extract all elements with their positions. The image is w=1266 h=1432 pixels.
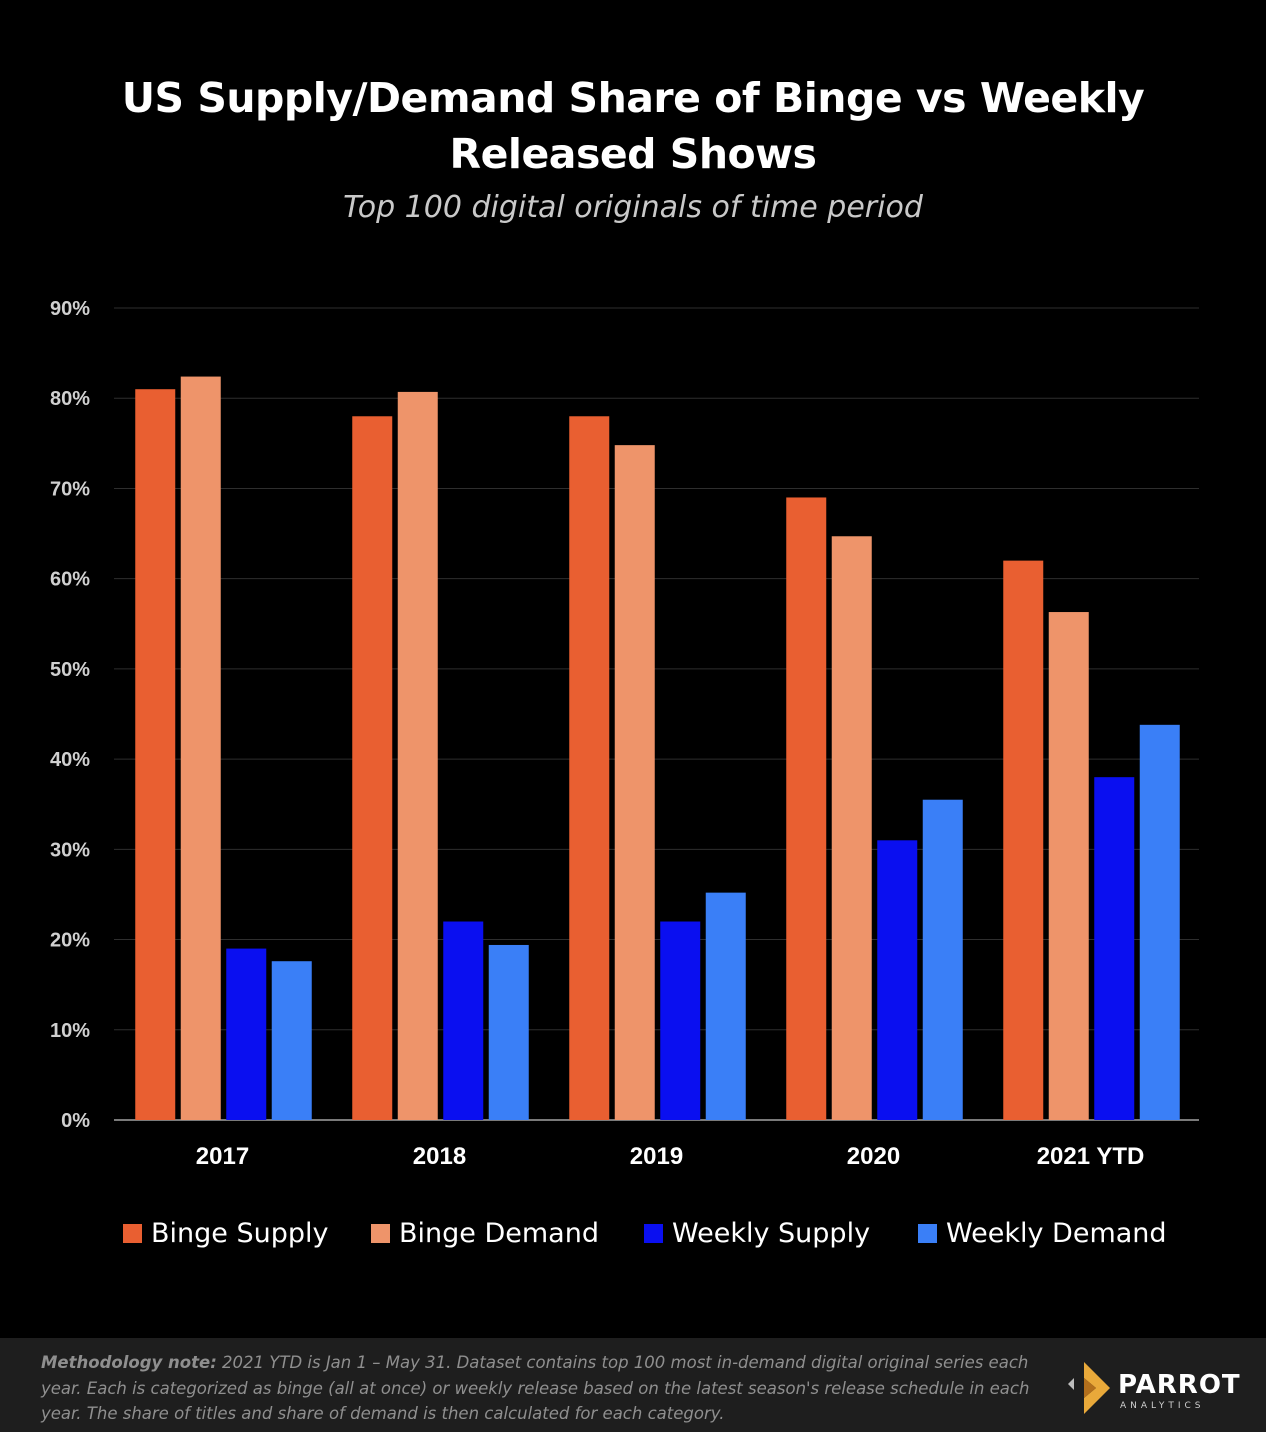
legend-item-binge-demand: Binge Demand [371,1218,599,1249]
bar-weekly-demand-2020 [922,799,963,1120]
bar-binge-demand-2021-ytd [1048,612,1089,1120]
methodology-note: Methodology note: 2021 YTD is Jan 1 – Ma… [41,1350,1041,1427]
chart-title-line-2: Released Shows [449,130,817,178]
bar-binge-demand-2019 [614,445,655,1120]
y-tick-label: 90% [50,298,90,320]
legend-swatch [371,1224,390,1243]
y-tick-label: 40% [50,749,90,771]
legend-label: Weekly Supply [672,1218,871,1249]
legend-item-weekly-supply: Weekly Supply [644,1218,870,1249]
bar-binge-supply-2019 [569,416,610,1120]
legend-label: Binge Demand [399,1218,599,1249]
bar-weekly-demand-2018 [488,944,529,1120]
methodology-note-label: Methodology note: [41,1353,217,1372]
legend-label: Weekly Demand [946,1218,1167,1249]
y-tick-label: 70% [50,478,90,500]
bar-weekly-demand-2017 [271,961,312,1120]
y-tick-label: 0% [61,1110,90,1132]
x-tick-label: 2021 YTD [1037,1143,1145,1170]
parrot-logo-icon [1068,1362,1110,1414]
y-tick-label: 20% [50,930,90,952]
parrot-analytics-logo: PARROT ANALYTICS [1066,1358,1240,1418]
footer: Methodology note: 2021 YTD is Jan 1 – Ma… [0,1338,1266,1432]
bar-weekly-supply-2017 [226,948,267,1120]
logo-subtitle: ANALYTICS [1120,1401,1205,1411]
bar-binge-supply-2021-ytd [1003,560,1044,1120]
legend-swatch [918,1224,937,1243]
methodology-note-text: 2021 YTD is Jan 1 – May 31. Dataset cont… [41,1353,1030,1423]
bar-weekly-demand-2021-ytd [1139,724,1180,1120]
bar-binge-demand-2020 [831,536,872,1120]
legend-label: Binge Supply [151,1218,329,1249]
legend-swatch [123,1224,142,1243]
chart-title: US Supply/Demand Share of Binge vs Weekl… [0,70,1266,182]
y-tick-label: 50% [50,659,90,681]
chart-title-line-1: US Supply/Demand Share of Binge vs Weekl… [121,74,1145,122]
bar-binge-supply-2020 [786,497,827,1120]
y-tick-label: 10% [50,1020,90,1042]
legend-swatch [644,1224,663,1243]
chart-subtitle: Top 100 digital originals of time period [343,190,923,225]
bar-weekly-demand-2019 [705,892,746,1120]
bar-binge-demand-2018 [397,391,438,1120]
bar-binge-demand-2017 [180,376,221,1121]
bar-weekly-supply-2018 [443,921,484,1120]
x-tick-label: 2017 [196,1143,249,1170]
x-tick-label: 2018 [413,1143,466,1170]
chart-legend: Binge Supply Binge Demand Weekly Supply Wee… [0,1218,1266,1258]
bar-weekly-supply-2019 [660,921,701,1120]
bar-chart: 0% 10% 20% 30% 40% 50% 60% 70% 80% 90% 2017 2018 201… [50,298,1199,1170]
y-tick-label: 30% [50,839,90,861]
legend-item-binge-supply: Binge Supply [123,1218,328,1249]
bar-binge-supply-2018 [352,416,393,1120]
bar-binge-supply-2017 [135,389,176,1120]
bar-weekly-supply-2020 [877,840,918,1120]
bar-weekly-supply-2021-ytd [1094,777,1135,1120]
x-tick-label: 2020 [847,1143,900,1170]
logo-name: PARROT [1118,1370,1241,1400]
x-tick-label: 2019 [630,1143,683,1170]
y-tick-label: 80% [50,388,90,410]
legend-item-weekly-demand: Weekly Demand [918,1218,1167,1249]
y-tick-label: 60% [50,569,90,591]
